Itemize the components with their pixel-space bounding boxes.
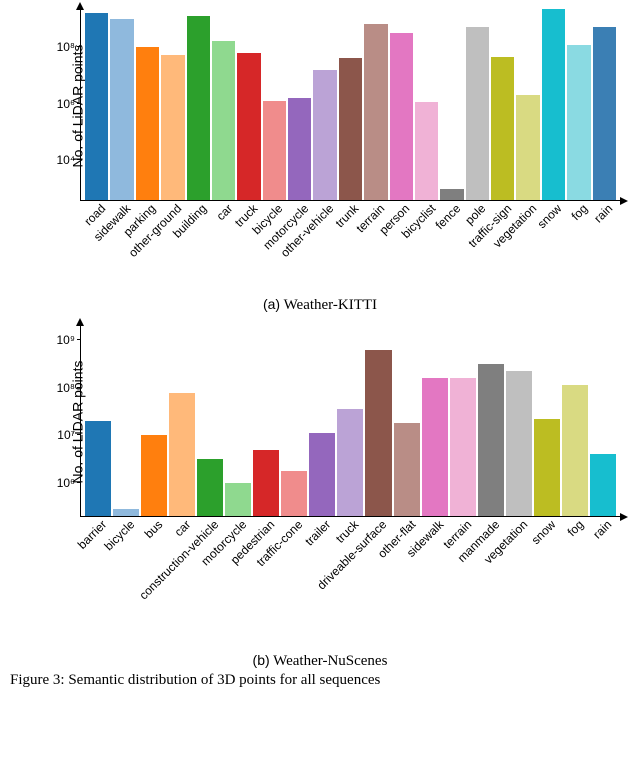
ytick-label: 10⁴ xyxy=(56,153,81,167)
bar: bicycle xyxy=(263,101,286,200)
bar: car xyxy=(169,393,195,517)
bar: rain xyxy=(593,27,616,200)
chart-a-wrap: No. of LiDAR points roadsidewalkparkingo… xyxy=(10,10,630,201)
caption-b: (b) Weather-NuScenes xyxy=(0,652,640,670)
bar: terrain xyxy=(364,24,387,200)
bar: trunk xyxy=(339,58,362,200)
bar: traffic-cone xyxy=(281,471,307,516)
bar: construction-vehicle xyxy=(197,459,223,516)
bar: truck xyxy=(337,409,363,516)
bar: pedestrian xyxy=(253,450,279,517)
bar: traffic-sign xyxy=(491,57,514,200)
ytick-label: 10⁶ xyxy=(57,476,81,490)
bar: bicyclist xyxy=(415,102,438,200)
bars-container-b: barrierbicyclebuscarconstruction-vehicle… xyxy=(81,326,620,516)
figure-caption: Figure 3: Semantic distribution of 3D po… xyxy=(0,670,640,697)
chart-a-plot-area: roadsidewalkparkingother-groundbuildingc… xyxy=(80,10,620,201)
bar: vegetation xyxy=(506,371,532,516)
bar: person xyxy=(390,33,413,200)
bar: bus xyxy=(141,435,167,516)
chart-b-plot-area: barrierbicyclebuscarconstruction-vehicle… xyxy=(80,326,620,517)
bar: parking xyxy=(136,47,159,200)
chart-b-wrap: No. of LiDAR points barrierbicyclebuscar… xyxy=(10,326,630,517)
bar: bicycle xyxy=(113,509,139,516)
bars-container-a: roadsidewalkparkingother-groundbuildingc… xyxy=(81,10,620,200)
bar: rain xyxy=(590,454,616,516)
caption-b-letter: (b) xyxy=(253,652,270,668)
bar: manmade xyxy=(478,364,504,516)
bar: snow xyxy=(542,9,565,200)
ytick-label: 10⁶ xyxy=(57,97,81,111)
bar: sidewalk xyxy=(422,378,448,516)
bar: sidewalk xyxy=(110,19,133,200)
bar: other-ground xyxy=(161,55,184,200)
bar: other-vehicle xyxy=(313,70,336,200)
bar: pole xyxy=(466,27,489,200)
caption-a-name: Weather-KITTI xyxy=(284,297,377,313)
ytick-label: 10⁹ xyxy=(57,333,82,347)
bar: barrier xyxy=(85,421,111,516)
ytick-label: 10⁷ xyxy=(57,428,81,442)
bar: fence xyxy=(440,189,463,200)
caption-b-name: Weather-NuScenes xyxy=(273,653,387,669)
bar: road xyxy=(85,13,108,200)
bar: trailer xyxy=(309,433,335,516)
ytick-label: 10⁸ xyxy=(57,381,81,395)
bar: building xyxy=(187,16,210,200)
bar: fog xyxy=(562,385,588,516)
bar: fog xyxy=(567,45,590,200)
bar: driveable-surface xyxy=(365,350,391,516)
bar: motorcycle xyxy=(225,483,251,516)
bar: truck xyxy=(237,53,260,200)
caption-a: (a) Weather-KITTI xyxy=(0,296,640,314)
bar: vegetation xyxy=(516,95,539,200)
caption-a-letter: (a) xyxy=(263,296,280,312)
ytick-label: 10⁸ xyxy=(57,40,81,54)
bar: terrain xyxy=(450,378,476,516)
bar: other-flat xyxy=(394,423,420,516)
bar: car xyxy=(212,41,235,200)
bar: motorcycle xyxy=(288,98,311,200)
bar: snow xyxy=(534,419,560,516)
